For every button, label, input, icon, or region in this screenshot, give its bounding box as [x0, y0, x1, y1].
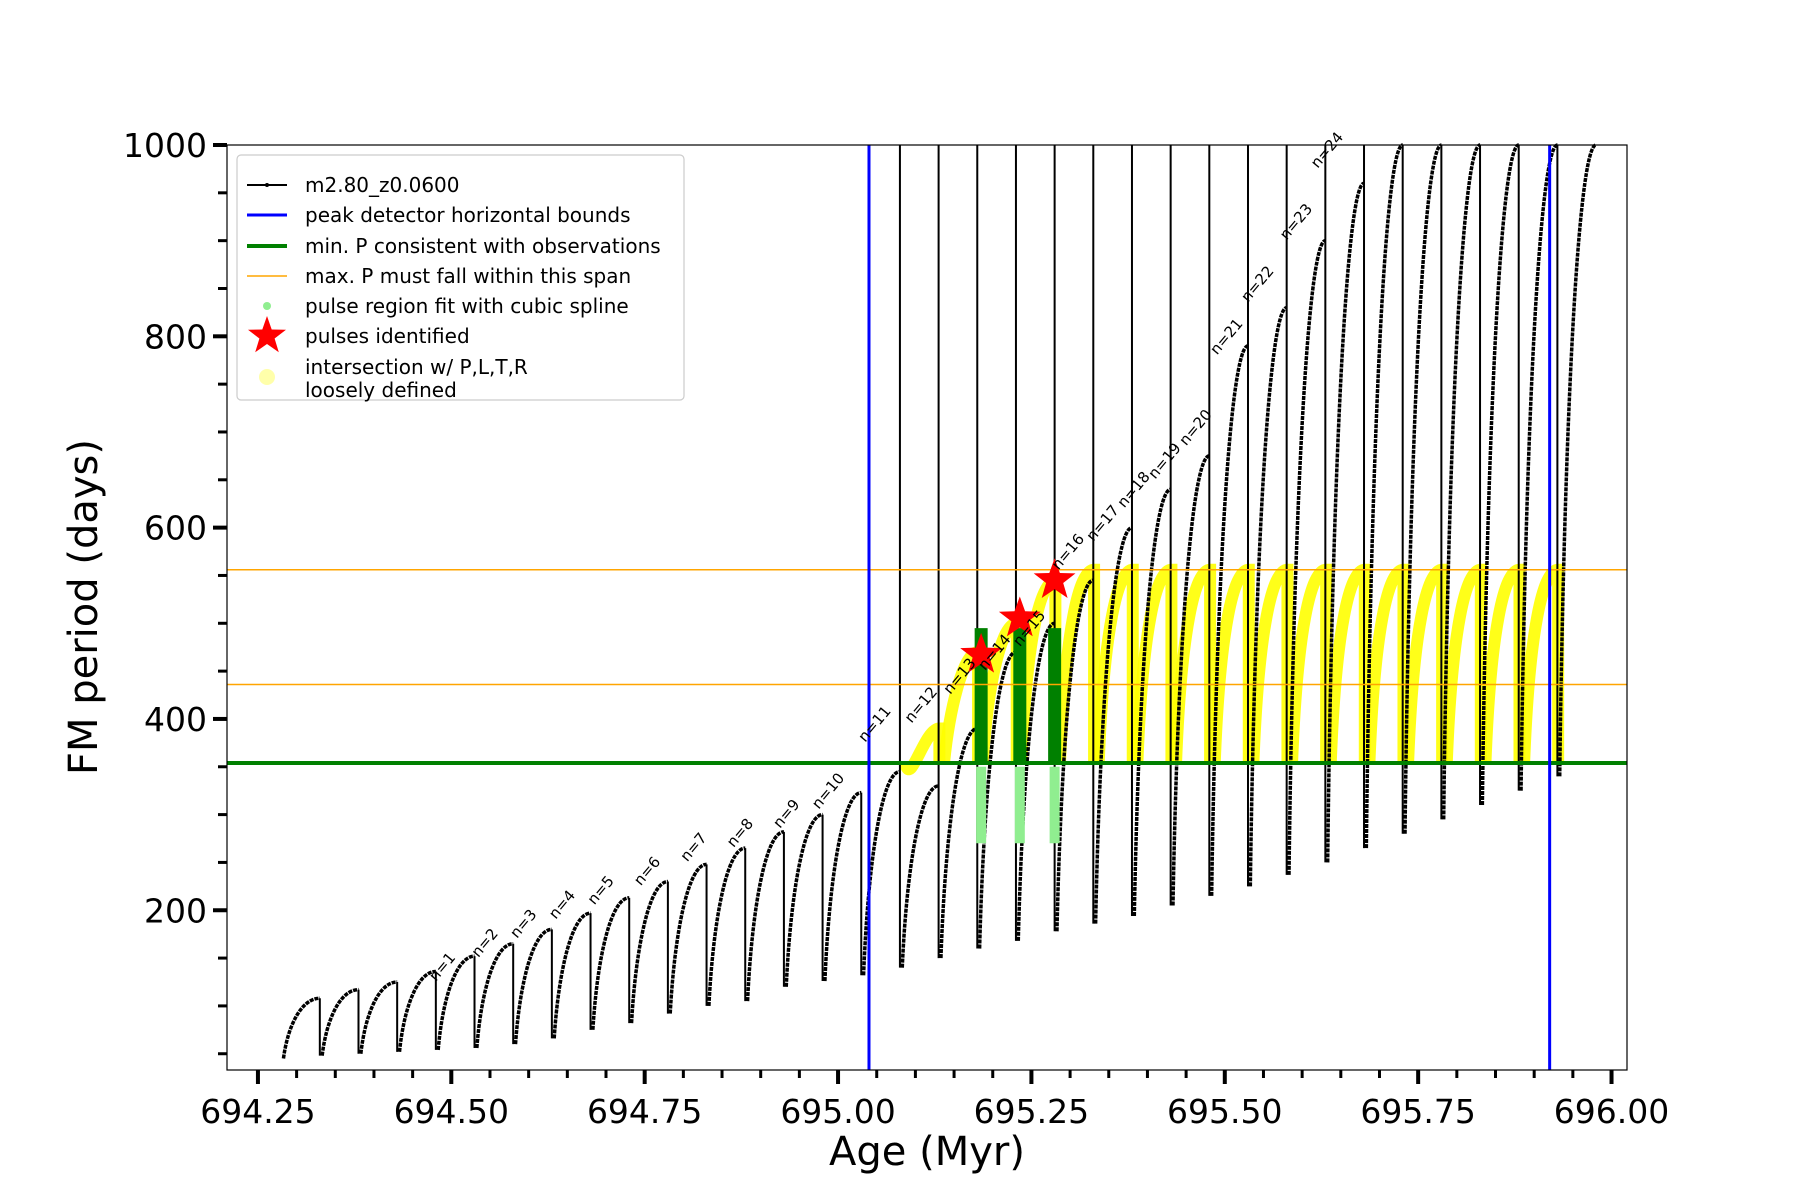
legend-swatch-loose [259, 369, 275, 385]
track-arc [1093, 525, 1133, 924]
track-arc [629, 879, 669, 1024]
track-arc [784, 812, 824, 987]
y-tick-label: 200 [144, 891, 207, 930]
loose-region-arc [1518, 563, 1565, 764]
loose-region-arc [1363, 563, 1410, 764]
track-arc [939, 726, 978, 959]
track-arc [1557, 143, 1597, 777]
track-arc [513, 927, 553, 1045]
x-tick-label: 694.50 [394, 1092, 509, 1131]
legend-swatch-marker [265, 183, 269, 187]
track-arc [320, 987, 359, 1056]
legend-label: min. P consistent with observations [305, 234, 661, 258]
track-arc [1016, 621, 1056, 941]
track-arc [745, 830, 785, 1002]
track-arc [436, 954, 475, 1051]
legend-swatch-spline [263, 302, 271, 310]
legend-label: pulse region fit with cubic spline [305, 294, 629, 318]
track-arc [707, 846, 746, 1006]
track-arc [1248, 305, 1288, 887]
legend-label: pulses identified [305, 324, 470, 348]
loose-region-arc [1324, 563, 1371, 764]
x-tick-label: 695.25 [974, 1092, 1089, 1131]
loose-region-arc [1286, 563, 1333, 764]
track-arc [861, 769, 901, 976]
legend-swatch-pulse-star [248, 316, 286, 353]
legend-label: loosely defined [305, 378, 457, 402]
track-arc [668, 862, 707, 1014]
y-tick-label: 1000 [123, 126, 207, 165]
track-arc [359, 980, 398, 1054]
legend-label: peak detector horizontal bounds [305, 203, 631, 227]
reference-lines [227, 145, 1627, 1070]
track-arc [397, 969, 437, 1053]
track-arc [1441, 143, 1481, 820]
x-tick-label: 695.00 [780, 1092, 895, 1131]
y-tick-label: 400 [144, 700, 207, 739]
track-arc [1325, 181, 1365, 863]
track-arc [900, 784, 940, 968]
legend-box [236, 154, 685, 401]
pulse-star-marker [960, 632, 1003, 673]
x-tick-label: 696.00 [1554, 1092, 1669, 1131]
pulse-star-marker [998, 596, 1041, 637]
axes: 694.25 694.50 694.75 695.00 695.25 695.50 695.… [123, 126, 1669, 1131]
x-tick-label: 695.50 [1167, 1092, 1282, 1131]
data-layer [281, 143, 1597, 1059]
track-arc [1403, 143, 1443, 834]
track-arc [1287, 238, 1327, 875]
loose-region-arc [1440, 563, 1487, 764]
legend-label: max. P must fall within this span [305, 264, 631, 288]
track-arc [552, 911, 591, 1039]
track-arc [1364, 143, 1404, 849]
x-tick-label: 694.25 [200, 1092, 315, 1131]
track-arc [1480, 143, 1520, 806]
track-arc [475, 941, 514, 1049]
track-arc [1055, 578, 1094, 932]
track-arc [1519, 143, 1559, 791]
loose-region-arc [1402, 563, 1449, 764]
y-tick-label: 800 [144, 317, 207, 356]
x-axis-title: Age (Myr) [829, 1129, 1025, 1175]
y-tick-label: 600 [144, 509, 207, 548]
track-arc [1132, 487, 1172, 917]
y-axis-title: FM period (days) [61, 439, 107, 775]
track-arc [1209, 344, 1249, 896]
x-tick-label: 694.75 [587, 1092, 702, 1131]
track-arc [1171, 454, 1211, 906]
loose-region-arc [1479, 563, 1526, 764]
loose-region-arc [1054, 563, 1101, 764]
legend-label: m2.80_z0.0600 [305, 173, 460, 197]
track-arc [977, 650, 1017, 949]
x-tick-label: 695.75 [1360, 1092, 1475, 1131]
plot-frame [226, 144, 1628, 1071]
loose-region-arc [1247, 563, 1294, 764]
legend-label: intersection w/ P,L,T,R [305, 355, 528, 379]
pulse-star-marker [1033, 558, 1076, 598]
track-arc [823, 790, 862, 982]
